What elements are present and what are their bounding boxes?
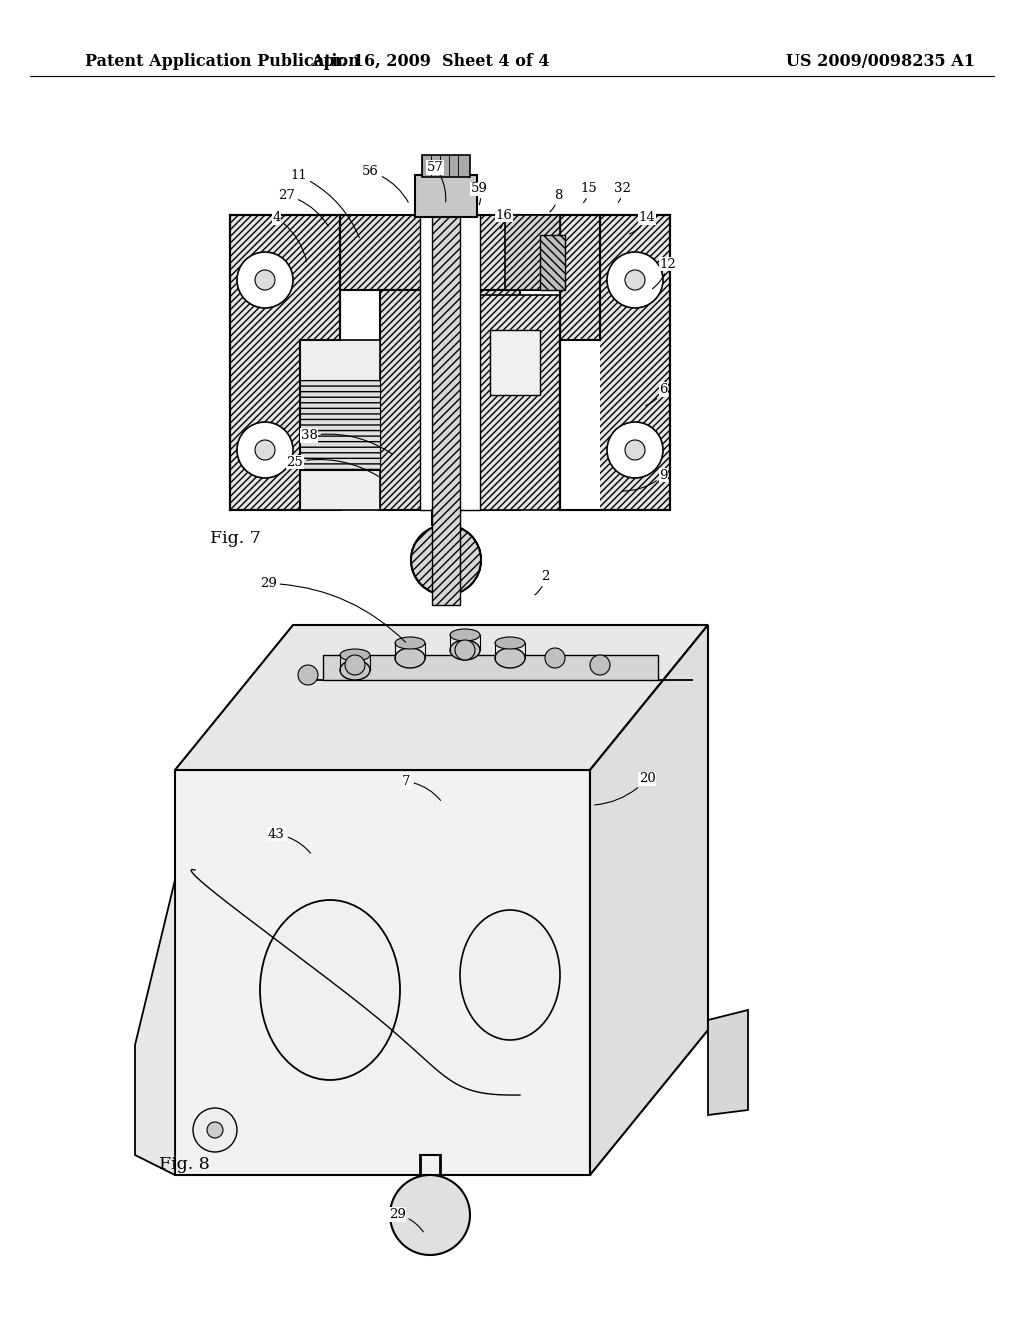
Circle shape	[625, 271, 645, 290]
Text: 7: 7	[402, 775, 440, 800]
Text: 20: 20	[595, 772, 655, 805]
Text: Patent Application Publication: Patent Application Publication	[85, 54, 359, 70]
Text: 15: 15	[581, 182, 597, 202]
Ellipse shape	[495, 648, 525, 668]
Text: 59: 59	[471, 182, 487, 205]
Bar	[560, 341, 600, 510]
Text: 2: 2	[535, 570, 550, 595]
Bar	[230, 215, 340, 510]
Text: US 2009/0098235 A1: US 2009/0098235 A1	[785, 54, 975, 70]
Polygon shape	[708, 1010, 748, 1115]
Circle shape	[237, 252, 293, 308]
Circle shape	[625, 440, 645, 459]
Circle shape	[411, 525, 481, 595]
Ellipse shape	[450, 640, 480, 660]
Bar	[432, 215, 460, 605]
Ellipse shape	[340, 649, 370, 661]
Text: 29: 29	[389, 1208, 423, 1232]
Circle shape	[390, 1175, 470, 1255]
Text: 14: 14	[630, 211, 655, 234]
Bar	[505, 215, 560, 290]
Bar	[380, 290, 520, 510]
Ellipse shape	[395, 638, 425, 649]
Ellipse shape	[260, 900, 400, 1080]
Circle shape	[455, 640, 475, 660]
Text: 29: 29	[260, 577, 406, 643]
Circle shape	[607, 422, 663, 478]
Polygon shape	[175, 624, 708, 770]
Bar	[480, 294, 560, 510]
Text: 9: 9	[623, 469, 668, 491]
Bar	[415, 176, 477, 216]
Text: A-A: A-A	[428, 577, 463, 595]
Circle shape	[545, 648, 565, 668]
Bar	[340, 215, 560, 290]
Bar	[422, 154, 470, 177]
Polygon shape	[323, 655, 658, 680]
Circle shape	[298, 665, 318, 685]
Ellipse shape	[460, 909, 560, 1040]
Ellipse shape	[450, 630, 480, 642]
Bar	[560, 215, 670, 510]
Text: 43: 43	[268, 828, 310, 853]
Bar	[490, 330, 540, 395]
Text: 56: 56	[362, 165, 409, 202]
Text: 32: 32	[614, 182, 631, 202]
Text: Apr. 16, 2009  Sheet 4 of 4: Apr. 16, 2009 Sheet 4 of 4	[310, 54, 549, 70]
Text: 16: 16	[496, 209, 512, 228]
Bar	[300, 341, 380, 510]
Text: 12: 12	[652, 257, 676, 289]
Bar	[540, 235, 565, 290]
Circle shape	[590, 655, 610, 675]
Ellipse shape	[340, 660, 370, 680]
Text: 27: 27	[279, 189, 329, 226]
Bar	[300, 380, 380, 470]
Circle shape	[607, 252, 663, 308]
Circle shape	[193, 1107, 237, 1152]
Text: Fig. 8: Fig. 8	[159, 1156, 210, 1172]
Polygon shape	[590, 624, 708, 1175]
Text: 6: 6	[646, 383, 668, 405]
Bar	[420, 215, 480, 510]
Circle shape	[237, 422, 293, 478]
Text: 38: 38	[301, 429, 392, 454]
Text: 11: 11	[291, 169, 359, 238]
Circle shape	[411, 525, 481, 595]
Text: 8: 8	[550, 189, 562, 213]
Ellipse shape	[495, 638, 525, 649]
Text: 25: 25	[287, 455, 379, 477]
Polygon shape	[135, 880, 175, 1175]
Circle shape	[255, 440, 275, 459]
Text: 4: 4	[272, 211, 306, 261]
Text: 57: 57	[427, 161, 445, 202]
Text: Fig. 7: Fig. 7	[210, 531, 261, 546]
Ellipse shape	[395, 648, 425, 668]
Polygon shape	[175, 770, 590, 1175]
Circle shape	[255, 271, 275, 290]
Circle shape	[207, 1122, 223, 1138]
Bar	[300, 341, 340, 510]
Circle shape	[345, 655, 365, 675]
